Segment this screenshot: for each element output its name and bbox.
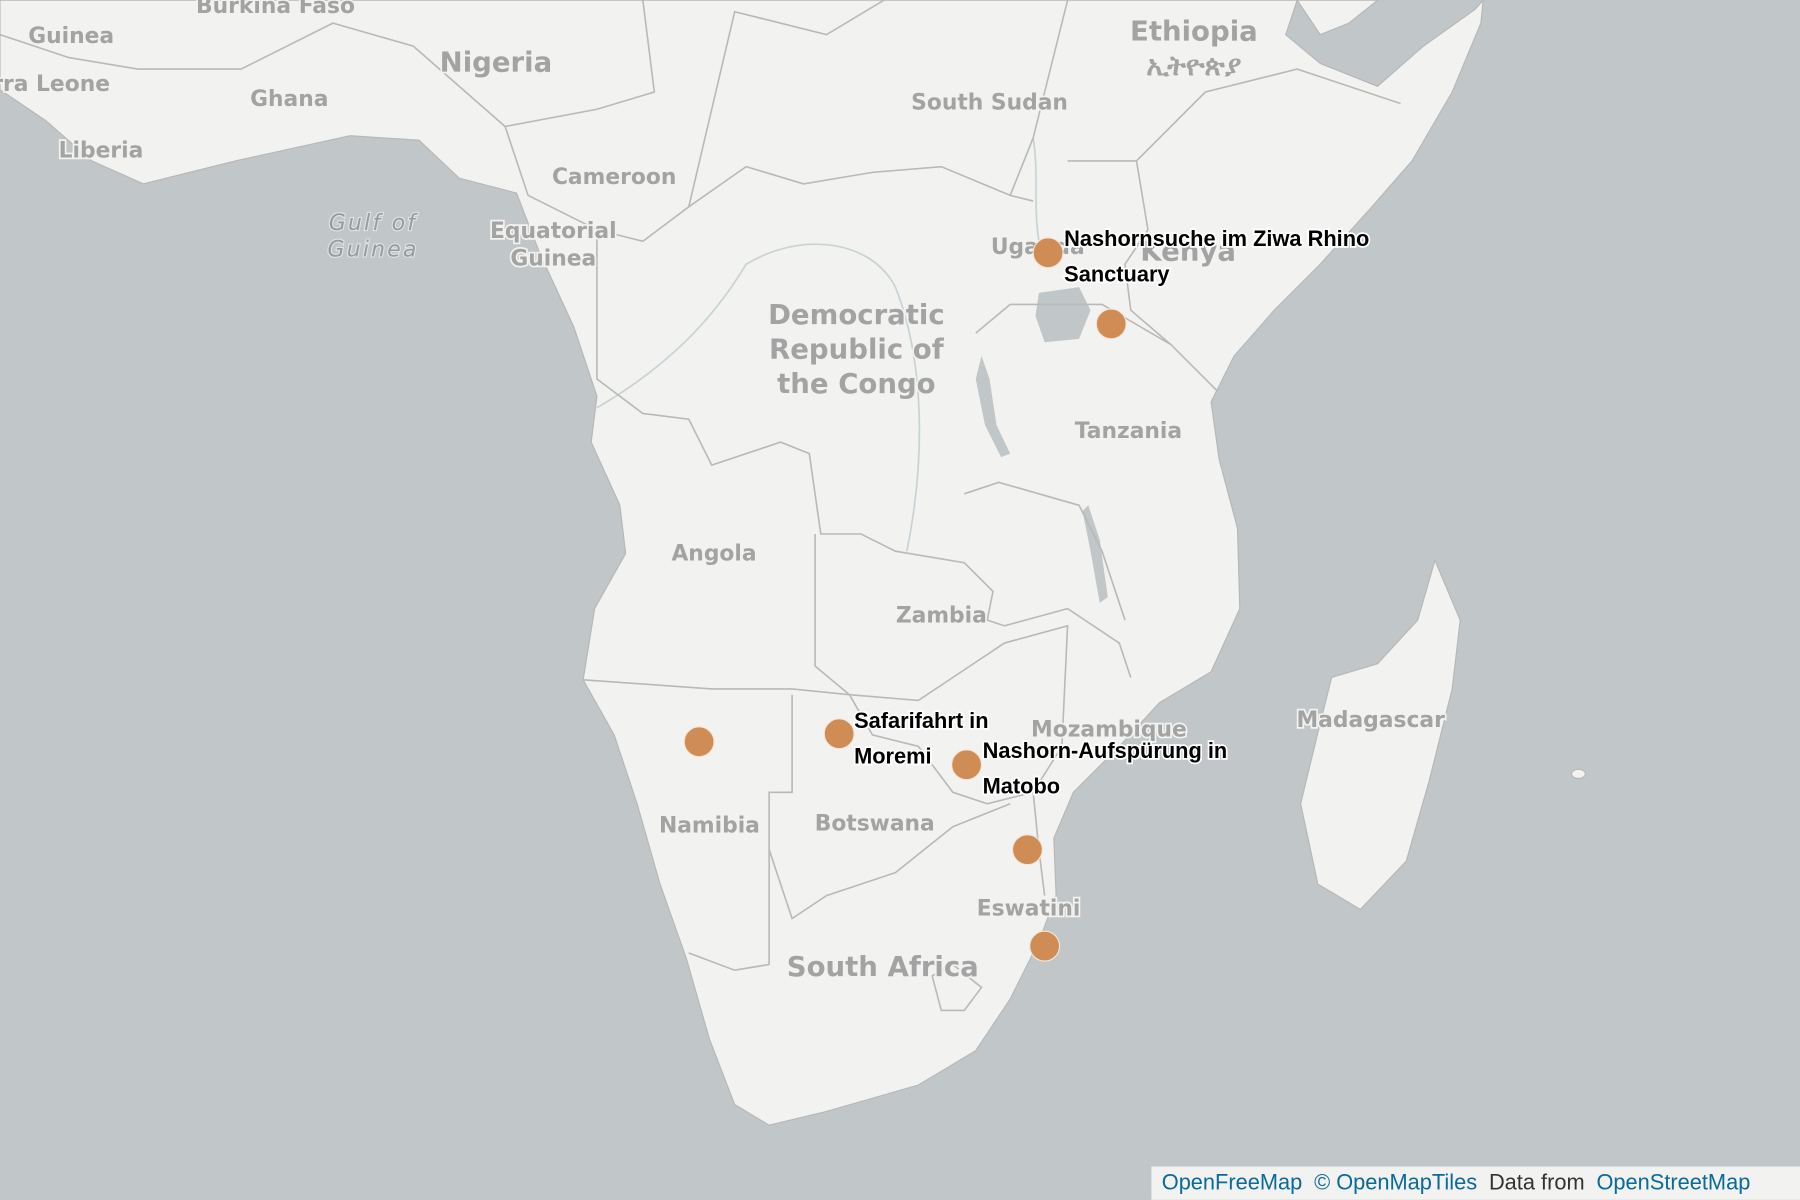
country-label: Namibia bbox=[659, 814, 760, 839]
country-label: Angola bbox=[671, 542, 756, 567]
marker-label: Nashornsuche im Ziwa Rhino bbox=[1064, 226, 1369, 251]
island bbox=[1570, 768, 1586, 780]
country-label: Kenya bbox=[1140, 236, 1236, 268]
country-label: Guinea bbox=[510, 247, 596, 272]
country-label: Republic of bbox=[769, 333, 945, 365]
river bbox=[596, 243, 921, 552]
markers: Nashornsuche im Ziwa Rhino Sanctuary Saf… bbox=[683, 224, 1371, 962]
marker[interactable] bbox=[951, 749, 983, 781]
country-label: Botswana bbox=[815, 811, 935, 836]
marker[interactable] bbox=[823, 718, 855, 750]
marker[interactable] bbox=[1095, 308, 1127, 340]
country-label: Madagascar bbox=[1296, 708, 1445, 733]
country-label: Nigeria bbox=[440, 46, 553, 78]
marker-label: Safarifahrt in bbox=[854, 708, 988, 733]
marker-label: Sanctuary bbox=[1064, 261, 1169, 286]
marker-label: Nashorn-Aufspürung in bbox=[983, 738, 1228, 763]
attribution-box bbox=[1151, 1166, 1800, 1200]
borders bbox=[0, 0, 1401, 1012]
madagascar bbox=[1300, 558, 1461, 911]
country-label: Guinea bbox=[28, 24, 114, 49]
lake-tanganyika bbox=[975, 356, 1011, 458]
arabia bbox=[1296, 0, 1379, 36]
water-label: Guinea bbox=[328, 237, 419, 262]
marker[interactable] bbox=[1032, 237, 1064, 269]
marker[interactable] bbox=[1029, 930, 1061, 962]
country-label: Equatorial bbox=[490, 219, 617, 244]
country-label: Mozambique bbox=[1031, 717, 1187, 742]
country-label: the Congo bbox=[777, 368, 935, 400]
country-label: South Africa bbox=[787, 951, 979, 983]
country-label: Tanzania bbox=[1075, 419, 1182, 444]
country-label: Zambia bbox=[896, 604, 987, 629]
water-label: Gulf of bbox=[329, 211, 418, 236]
country-label: Cameroon bbox=[552, 165, 676, 190]
country-label: Liberia bbox=[59, 139, 144, 164]
country-label: South Sudan bbox=[911, 91, 1068, 116]
attribution-link[interactable]: OpenStreetMap bbox=[1596, 1170, 1750, 1195]
country-label: Sierra Leone bbox=[0, 72, 110, 97]
country-labels: Guinea Sierra Leone Burkina Faso Ghana L… bbox=[0, 0, 1447, 985]
attribution-link[interactable]: OpenFreeMap bbox=[1162, 1170, 1303, 1195]
attribution-text: Data from bbox=[1489, 1170, 1585, 1195]
country-label: Eswatini bbox=[977, 896, 1081, 921]
marker[interactable] bbox=[1011, 834, 1043, 866]
marker-label: Moremi bbox=[854, 744, 932, 769]
country-label: Burkina Faso bbox=[196, 0, 355, 19]
country-label: Ethiopia bbox=[1130, 15, 1258, 47]
attribution-link[interactable]: © OpenMapTiles bbox=[1314, 1170, 1477, 1195]
river bbox=[1032, 137, 1040, 242]
country-label: Ghana bbox=[250, 87, 328, 112]
country-label: Democratic bbox=[768, 299, 945, 331]
lake-malawi bbox=[1082, 505, 1108, 603]
marker[interactable] bbox=[683, 726, 715, 758]
marker-label: Matobo bbox=[983, 773, 1060, 798]
attribution: OpenFreeMap © OpenMapTiles Data from Ope… bbox=[1162, 1170, 1751, 1195]
lake-victoria bbox=[1035, 287, 1091, 343]
land bbox=[0, 0, 1484, 1126]
country-label: ኢትዮጵያ bbox=[1146, 50, 1241, 82]
